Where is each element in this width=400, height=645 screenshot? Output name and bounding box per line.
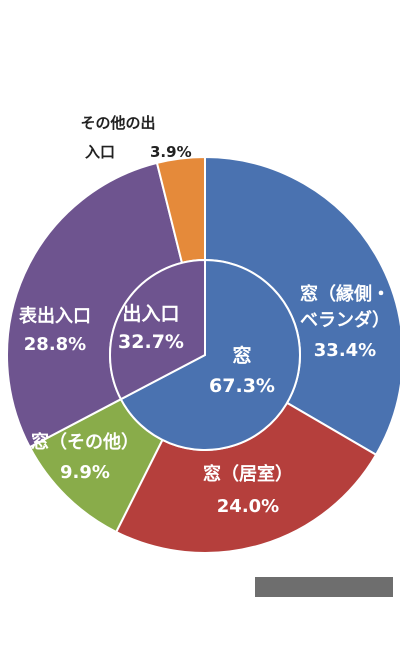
inner-ring — [109, 258, 301, 451]
inner-slice-0 — [119, 258, 301, 451]
slice-labels: 窓（縁側・ベランダ） 33.4% 窓（居室） 24.0% 窓（その他） 9.9% 表出入口 2… — [19, 114, 390, 517]
inner-label-1-line-0: 出入口 — [122, 302, 179, 325]
outer-label-3-line-0: 表出入口 — [19, 305, 91, 327]
outer-label-2-line-0: 窓（その他） — [31, 431, 139, 453]
outer-label-0-line-0: 窓（縁側・ — [300, 283, 390, 305]
outer-label-4-line-0: その他の出 — [80, 114, 155, 132]
outer-ring — [6, 155, 400, 554]
outer-value-3: 28.8% — [24, 334, 86, 355]
inner-value-0: 67.3% — [209, 375, 275, 397]
outer-label-0-line-1: ベランダ） — [300, 309, 390, 331]
inner-value-1: 32.7% — [118, 331, 184, 353]
outer-label-4-line-1: 入口 — [85, 143, 115, 161]
grey-bar — [255, 577, 393, 597]
inner-label-0-line-0: 窓 — [232, 344, 251, 367]
inner-slice-1 — [109, 258, 206, 401]
outer-value-0: 33.4% — [314, 340, 376, 361]
outer-value-4: 3.9% — [150, 143, 192, 161]
outer-value-2: 9.9% — [60, 462, 110, 483]
outer-label-1-line-0: 窓（居室） — [203, 463, 293, 485]
outer-value-1: 24.0% — [217, 496, 279, 517]
